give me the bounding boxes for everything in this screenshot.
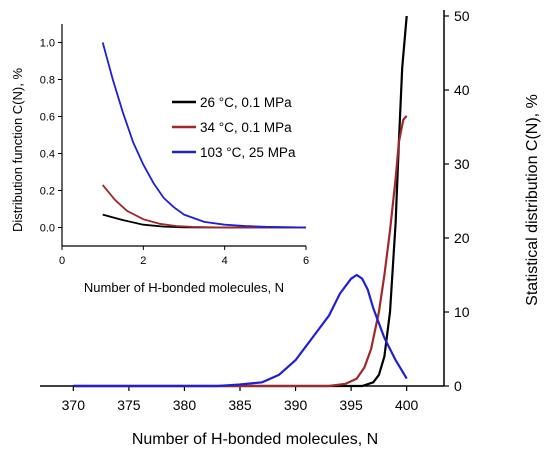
inset-y-tick-label: 0.6 [40,112,55,124]
main-x-tick-label: 390 [284,397,308,413]
main-x-tick-label: 395 [339,397,363,413]
legend-label-2: 103 °C, 25 MPa [200,145,296,160]
main-y-tick-label: 30 [454,156,470,172]
main-x-tick-label: 370 [62,397,86,413]
main-series-line-0 [73,15,408,388]
inset-y-tick-label: 0.8 [40,75,55,87]
inset-y-tick-label: 0.4 [40,149,55,161]
main-y-axis-title: Statistical distribution C(N), % [524,94,541,306]
inset-x-tick-label: 4 [222,255,228,267]
legend-label-0: 26 °C, 0.1 MPa [200,95,292,110]
main-series-line-1 [73,115,408,388]
inset-x-tick-label: 6 [303,255,309,267]
main-x-axis-title: Number of H-bonded molecules, N [132,431,378,448]
main-y-tick-label: 40 [454,82,470,98]
main-y-tick-label: 10 [454,304,470,320]
main-series-line-2 [73,273,408,388]
main-x-tick-label: 385 [228,397,252,413]
inset-series-line-1 [102,184,306,229]
inset-y-tick-label: 0.0 [40,223,55,235]
legend-label-1: 34 °C, 0.1 MPa [200,120,292,135]
main-x-tick-label: 375 [117,397,141,413]
main-y-tick-label: 50 [454,8,470,24]
main-x-tick-label: 400 [395,397,419,413]
inset-x-tick-label: 0 [59,255,65,267]
inset-y-axis-title: Distribution function C(N), % [10,68,25,232]
inset-plot: 0 2 4 6 0.0 0.2 0.4 0.6 0.8 1.0 Number of H-bonded… [10,24,309,295]
inset-x-axis-title: Number of H-bonded molecules, N [84,280,284,295]
inset-series-line-2 [101,42,307,229]
legend: 26 °C, 0.1 MPa 34 °C, 0.1 MPa 103 °C, 25 M… [172,95,296,160]
inset-background [62,24,306,246]
inset-y-tick-label: 1.0 [40,38,55,50]
inset-x-tick-label: 2 [140,255,146,267]
inset-y-tick-label: 0.2 [40,186,55,198]
main-x-tick-label: 380 [173,397,197,413]
main-y-tick-label: 20 [454,230,470,246]
main-y-tick-label: 0 [454,378,462,394]
